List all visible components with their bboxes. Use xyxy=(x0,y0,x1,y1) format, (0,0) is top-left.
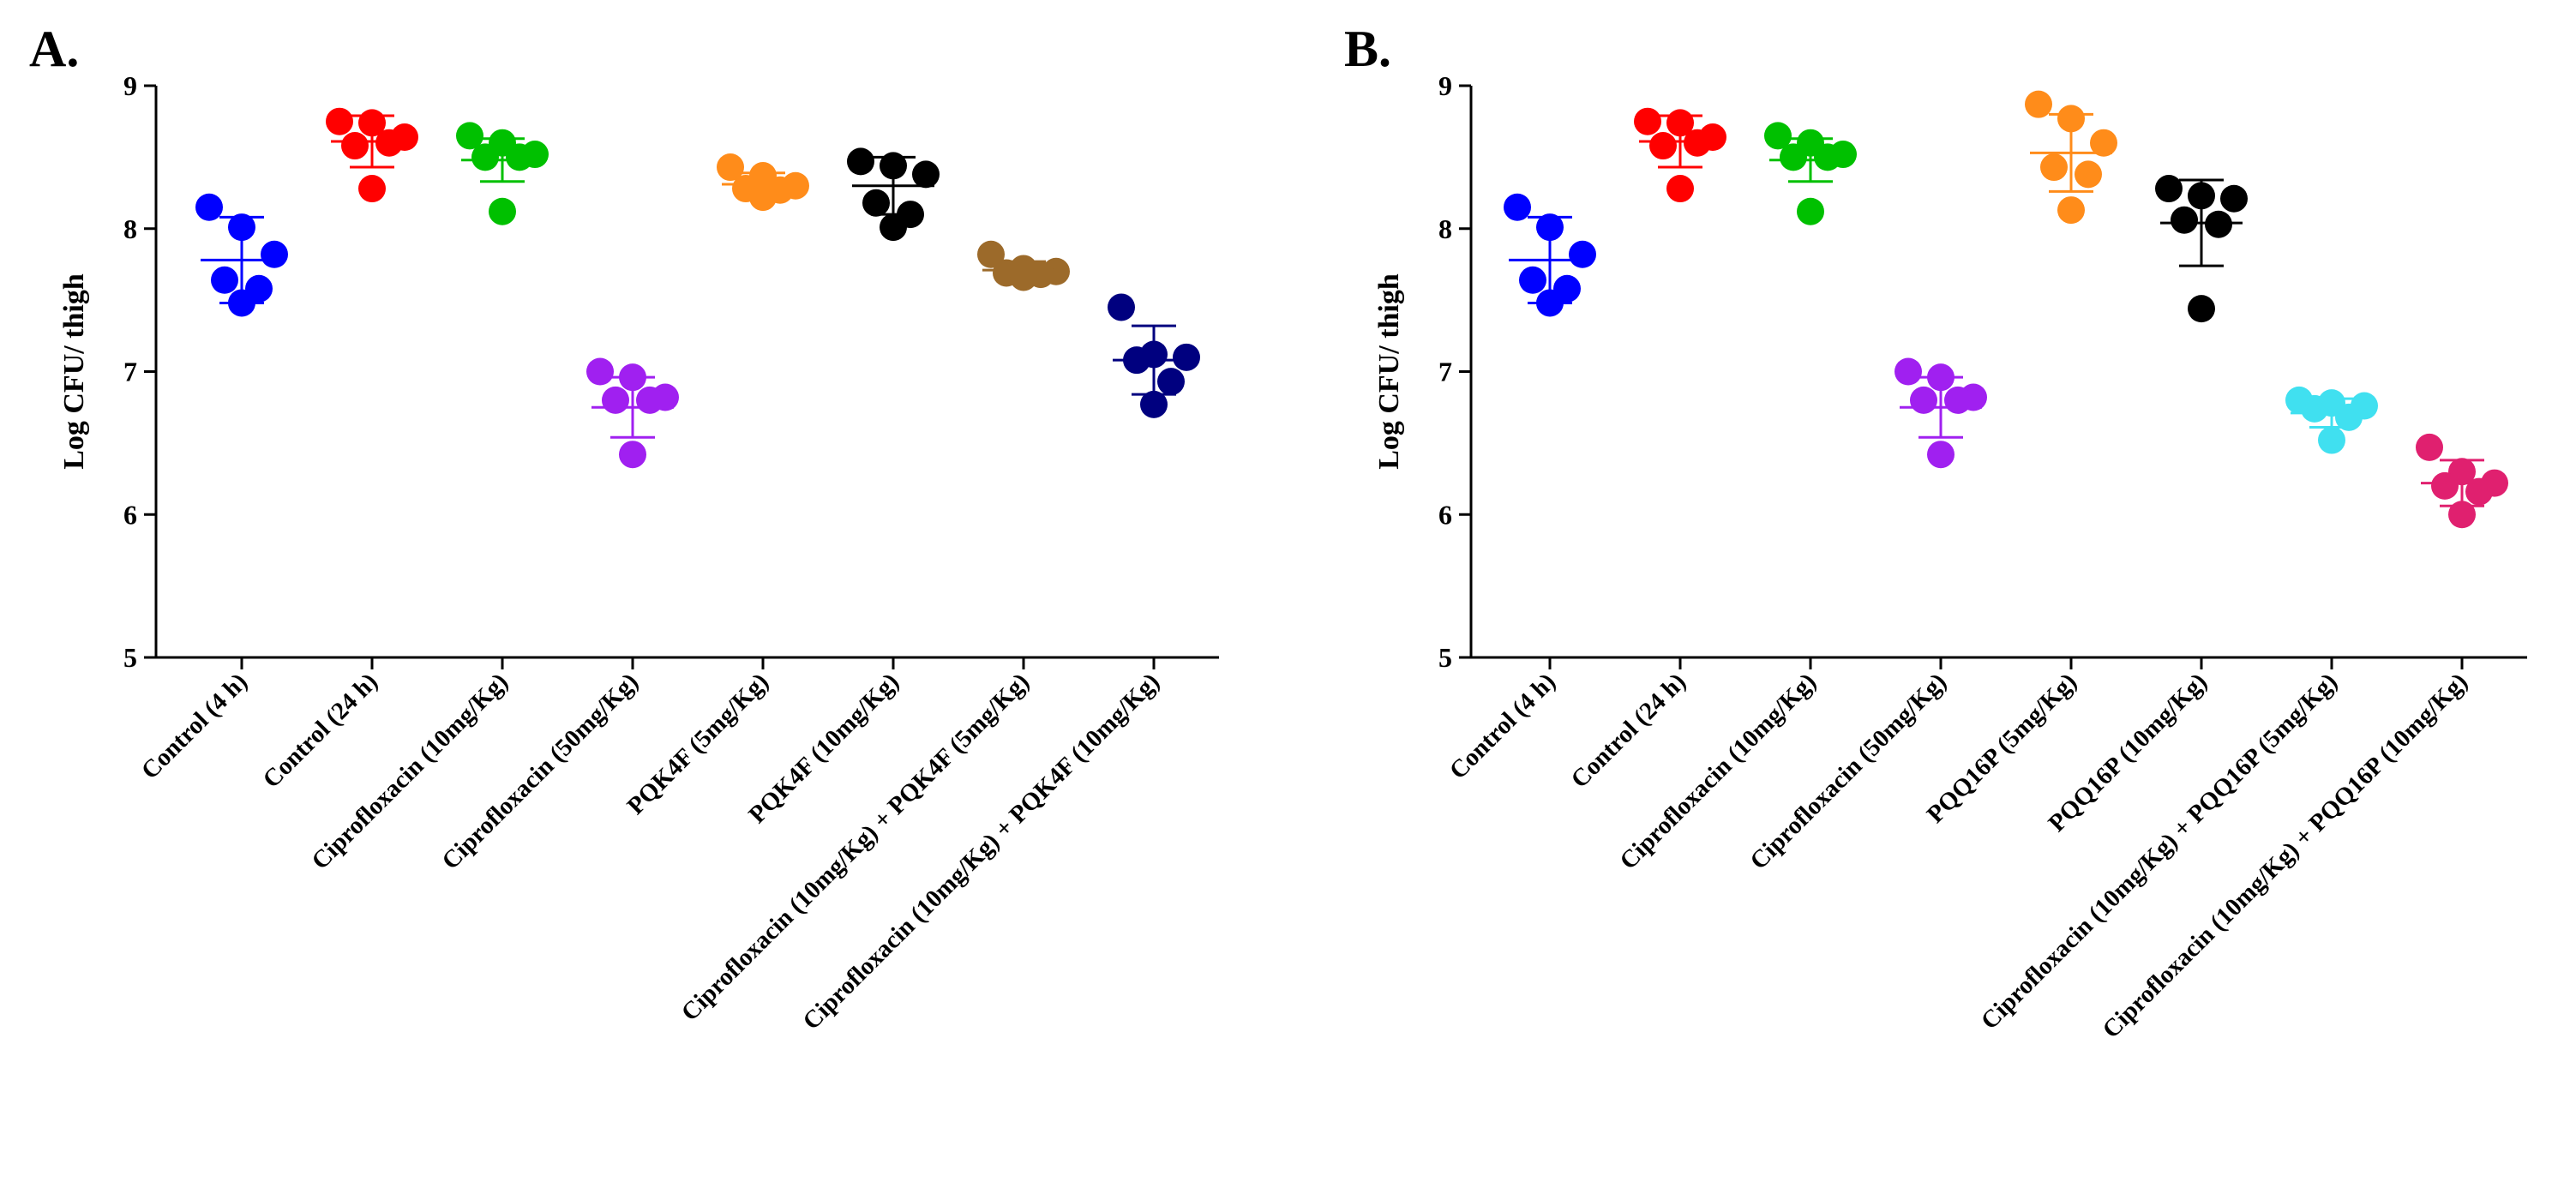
x-tick-label: Control (24 h) xyxy=(258,668,383,793)
data-point xyxy=(2220,184,2248,213)
y-tick-label: 9 xyxy=(1438,70,1452,101)
data-point xyxy=(636,386,664,414)
data-point xyxy=(2335,403,2363,431)
panel: B. Log CFU/ thigh 5 6 7 8 9 Control (4 h) Contro… xyxy=(1344,21,2527,1044)
data-point xyxy=(456,122,483,150)
y-tick-label: 7 xyxy=(1438,357,1452,387)
data-point xyxy=(1519,266,1546,294)
panel-label: A. xyxy=(29,21,79,77)
data-point xyxy=(1814,143,1841,171)
y-tick-label: 6 xyxy=(123,499,137,530)
data-point xyxy=(2040,153,2068,182)
data-point xyxy=(489,197,516,225)
data-point xyxy=(326,107,353,135)
y-tick-label: 8 xyxy=(1438,213,1452,244)
data-point xyxy=(1504,193,1531,221)
data-point xyxy=(749,183,777,212)
panel: A. Log CFU/ thigh 5 6 7 8 9 Control (4 h) Contro… xyxy=(29,21,1219,1035)
data-point xyxy=(1910,386,1937,414)
data-point xyxy=(586,357,614,386)
data-point xyxy=(2188,295,2215,323)
data-point xyxy=(619,441,646,469)
data-point xyxy=(1140,390,1168,418)
data-point xyxy=(1684,129,1711,157)
data-point xyxy=(847,147,874,176)
data-point xyxy=(2025,90,2052,118)
y-tick-label: 5 xyxy=(1438,642,1452,673)
y-axis-label: Log CFU/ thigh xyxy=(58,273,90,470)
data-point xyxy=(2155,175,2183,203)
data-point xyxy=(471,143,499,171)
data-point xyxy=(2431,471,2459,500)
data-point xyxy=(261,240,288,268)
panel-label: B. xyxy=(1344,21,1391,77)
x-tick-label: PQK4F (5mg/Kg) xyxy=(622,668,774,819)
data-point xyxy=(880,213,907,242)
data-point xyxy=(1108,293,1135,321)
data-point xyxy=(506,143,533,171)
data-point xyxy=(912,160,940,189)
data-point xyxy=(2448,501,2476,529)
data-point xyxy=(2301,394,2328,423)
data-point xyxy=(1569,240,1596,268)
data-point xyxy=(1649,132,1677,160)
y-tick-label: 9 xyxy=(123,70,137,101)
data-point xyxy=(717,153,744,182)
data-point xyxy=(2075,160,2102,189)
data-point xyxy=(1780,143,1807,171)
data-point xyxy=(1173,343,1200,371)
data-point xyxy=(1634,107,1661,135)
x-tick-label: Control (24 h) xyxy=(1566,668,1691,793)
data-point xyxy=(2090,129,2117,157)
data-point xyxy=(2205,210,2232,238)
data-point xyxy=(862,189,890,217)
data-point xyxy=(1944,386,1972,414)
data-point xyxy=(358,175,386,203)
data-point xyxy=(2171,206,2198,234)
data-point xyxy=(1927,441,1955,469)
data-point xyxy=(1764,122,1792,150)
data-point xyxy=(375,129,403,157)
y-tick-label: 6 xyxy=(1438,499,1452,530)
data-point xyxy=(1666,175,1694,203)
data-point xyxy=(1157,368,1185,396)
x-tick-label: Control (4 h) xyxy=(136,668,253,784)
data-point xyxy=(977,240,1005,268)
data-point xyxy=(1797,197,1824,225)
data-point xyxy=(2057,196,2085,225)
data-point xyxy=(2318,426,2345,454)
data-point xyxy=(1894,357,1922,386)
x-tick-label: Control (4 h) xyxy=(1444,668,1561,784)
data-point xyxy=(2416,433,2443,461)
data-point xyxy=(341,132,369,160)
y-tick-label: 7 xyxy=(123,357,137,387)
data-point xyxy=(602,386,629,414)
y-axis-label: Log CFU/ thigh xyxy=(1373,273,1405,470)
data-point xyxy=(195,193,223,221)
y-tick-label: 5 xyxy=(123,642,137,673)
y-tick-label: 8 xyxy=(123,213,137,244)
data-point xyxy=(2465,477,2493,506)
data-point xyxy=(211,266,238,294)
